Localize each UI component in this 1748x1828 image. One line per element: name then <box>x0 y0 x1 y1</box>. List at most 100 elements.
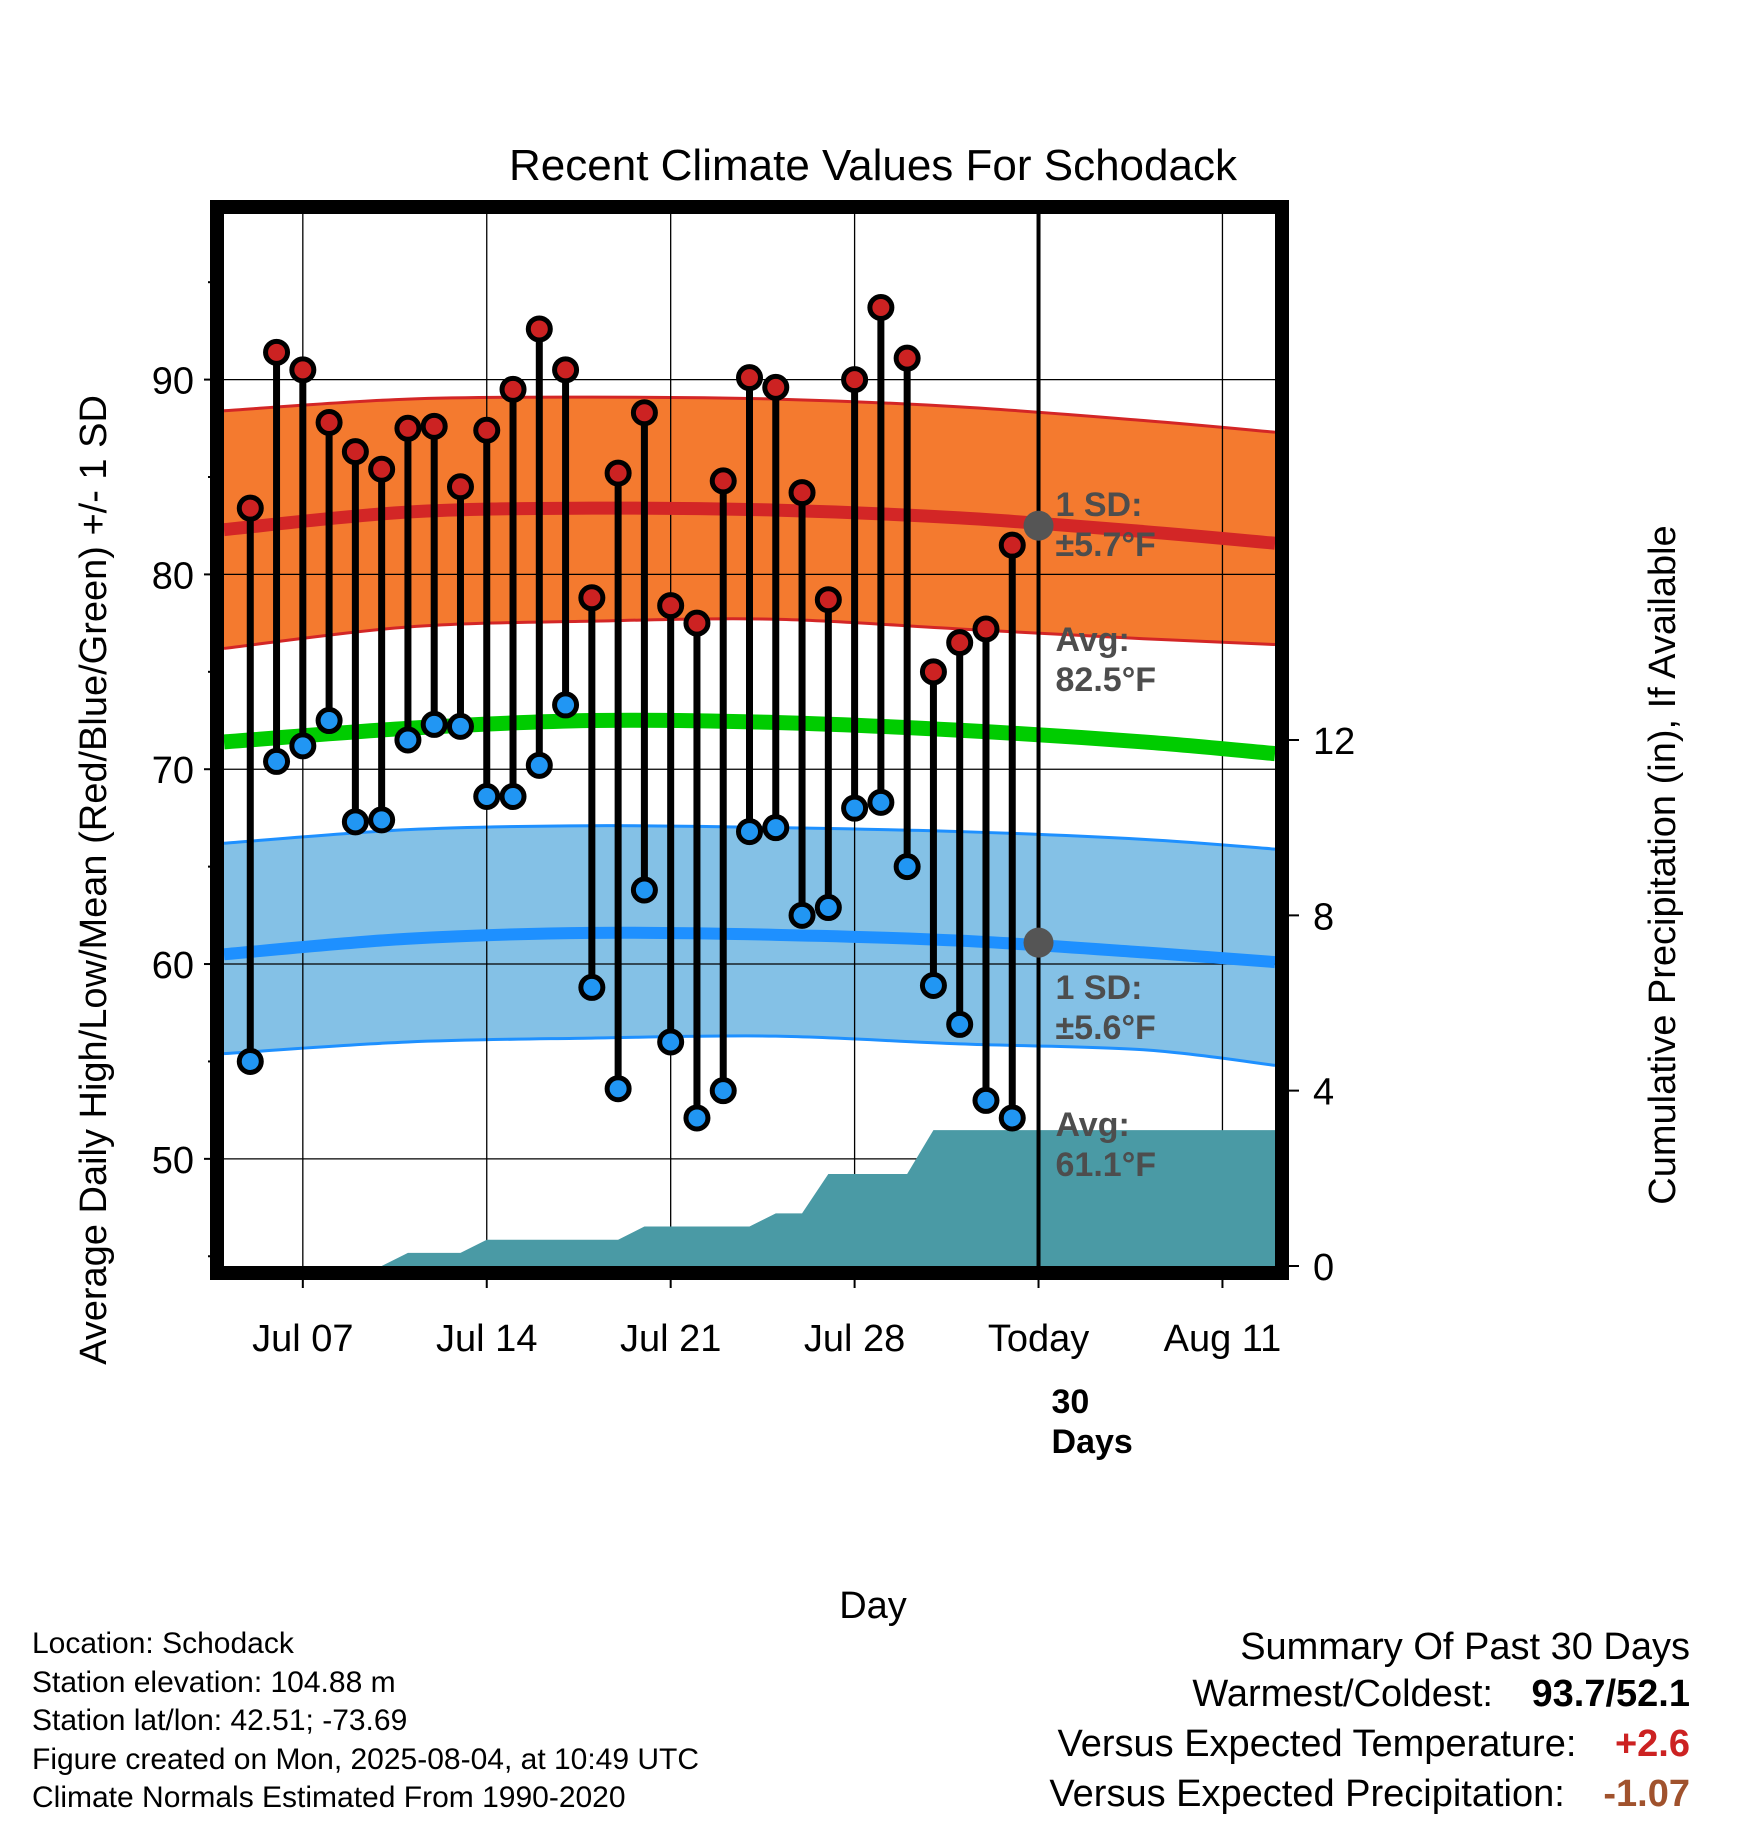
high-point <box>736 364 763 392</box>
precip-departure-value: -1.07 <box>1603 1773 1690 1815</box>
high-point <box>788 479 816 507</box>
precip-area <box>224 1130 1275 1266</box>
high-point <box>814 586 842 614</box>
precip-departure-label: Versus Expected Precipitation: <box>1049 1773 1565 1815</box>
high-point <box>394 414 422 442</box>
x-tick-label: Jul 28 <box>804 1318 905 1360</box>
warm-cold-row: Warmest/Coldest: 93.7/52.1 <box>1049 1669 1690 1719</box>
y-tick-label: 90 <box>152 361 194 403</box>
high-point <box>867 294 895 322</box>
low-point <box>657 1028 685 1056</box>
low-sd-band-lower-edge <box>223 1034 1276 1067</box>
high-point <box>341 438 369 466</box>
low-avg-label: Avg: 61.1°F <box>1056 1106 1157 1184</box>
low-point <box>814 894 842 922</box>
precipitation-area <box>224 1130 1275 1266</box>
low-point <box>315 707 343 735</box>
high-point <box>578 584 606 612</box>
high-point <box>762 373 790 401</box>
y-tick-label: 70 <box>152 750 194 792</box>
low-point <box>525 751 553 779</box>
elevation-text: Station elevation: 104.88 m <box>32 1665 396 1699</box>
high-point <box>709 467 737 495</box>
temp-departure-row: Versus Expected Temperature: +2.6 <box>1049 1719 1690 1769</box>
high-point <box>998 531 1026 559</box>
low-point <box>236 1047 264 1075</box>
station-info: Location: Schodack Station elevation: 10… <box>32 1625 699 1818</box>
y2-tick-label: 4 <box>1313 1072 1334 1114</box>
high-point <box>315 408 343 436</box>
high-point <box>552 356 580 384</box>
low-point <box>841 794 869 822</box>
low-point <box>394 726 422 754</box>
low-point <box>709 1077 737 1105</box>
high-point <box>473 416 501 444</box>
x-axis-label: Day <box>839 1585 907 1627</box>
low-point <box>998 1104 1026 1132</box>
low-point <box>263 747 291 775</box>
y2-axis-label: Cumulative Precipitation (in), If Availa… <box>1642 525 1684 1204</box>
high-point <box>263 338 291 366</box>
high-point <box>236 494 264 522</box>
low-point <box>919 971 947 999</box>
x-tick-label: Aug 11 <box>1164 1318 1282 1360</box>
low-point <box>341 808 369 836</box>
low-point <box>893 853 921 881</box>
low-point <box>867 788 895 816</box>
low-point <box>289 732 317 760</box>
today-marker <box>1023 214 1054 1266</box>
low-point <box>630 876 658 904</box>
y2-tick-label: 0 <box>1313 1247 1334 1289</box>
low-point <box>446 712 474 740</box>
created-text: Figure created on Mon, 2025-08-04, at 10… <box>32 1742 700 1776</box>
y-axis-label: Average Daily High/Low/Mean (Red/Blue/Gr… <box>73 395 115 1365</box>
y-tick-label: 50 <box>152 1140 194 1182</box>
days-label: 30 Days <box>1052 1383 1133 1461</box>
high-point <box>657 592 685 620</box>
high-point <box>525 315 553 343</box>
high-point <box>683 609 711 637</box>
high-point <box>893 344 921 372</box>
temp-departure-value: +2.6 <box>1614 1723 1690 1765</box>
normals-text: Climate Normals Estimated From 1990-2020 <box>32 1781 626 1814</box>
y-tick-label: 80 <box>152 555 194 597</box>
low-point <box>604 1075 632 1103</box>
latlon-text: Station lat/lon: 42.51; -73.69 <box>32 1704 408 1737</box>
low-point <box>736 818 763 846</box>
high-sd-label: 1 SD: ±5.7°F <box>1056 486 1156 564</box>
x-tick-label: Jul 14 <box>436 1318 537 1360</box>
chart-title: Recent Climate Values For Schodack <box>509 141 1238 190</box>
high-point <box>946 629 974 657</box>
low-point <box>946 1010 974 1038</box>
low-point <box>420 710 448 738</box>
low-point <box>499 782 527 810</box>
low-sd-label: 1 SD: ±5.6°F <box>1056 969 1156 1047</box>
high-point <box>630 399 658 427</box>
temp-departure-label: Versus Expected Temperature: <box>1057 1723 1577 1765</box>
high-point <box>604 459 632 487</box>
high-point <box>446 473 474 501</box>
location-text: Location: Schodack <box>32 1627 294 1660</box>
warm-cold-value: 93.7/52.1 <box>1531 1673 1690 1715</box>
annotations: 1 SD: ±5.7°F Avg: 82.5°F 1 SD: ±5.6°F Avg: 61.1… <box>1052 486 1157 1461</box>
low-avg-line <box>223 926 1276 969</box>
summary-heading: Summary Of Past 30 Days <box>1240 1626 1690 1668</box>
high-point <box>841 366 869 394</box>
high-point <box>368 455 396 483</box>
summary-panel: Summary Of Past 30 Days Warmest/Coldest:… <box>1049 1625 1690 1819</box>
low-point <box>972 1086 1000 1114</box>
low-point <box>552 691 580 719</box>
x-tick-label: Jul 21 <box>620 1318 721 1360</box>
today-low-avg-marker <box>1023 927 1054 958</box>
low-point <box>578 973 606 1001</box>
high-point <box>919 658 947 686</box>
low-point <box>683 1104 711 1132</box>
x-tick-label: Jul 07 <box>252 1318 353 1360</box>
high-point <box>499 375 527 403</box>
high-point <box>289 356 317 384</box>
daily-temperature-bars <box>236 294 1026 1132</box>
warm-cold-label: Warmest/Coldest: <box>1192 1673 1493 1715</box>
y-tick-label: 60 <box>152 945 194 987</box>
high-point <box>420 412 448 440</box>
